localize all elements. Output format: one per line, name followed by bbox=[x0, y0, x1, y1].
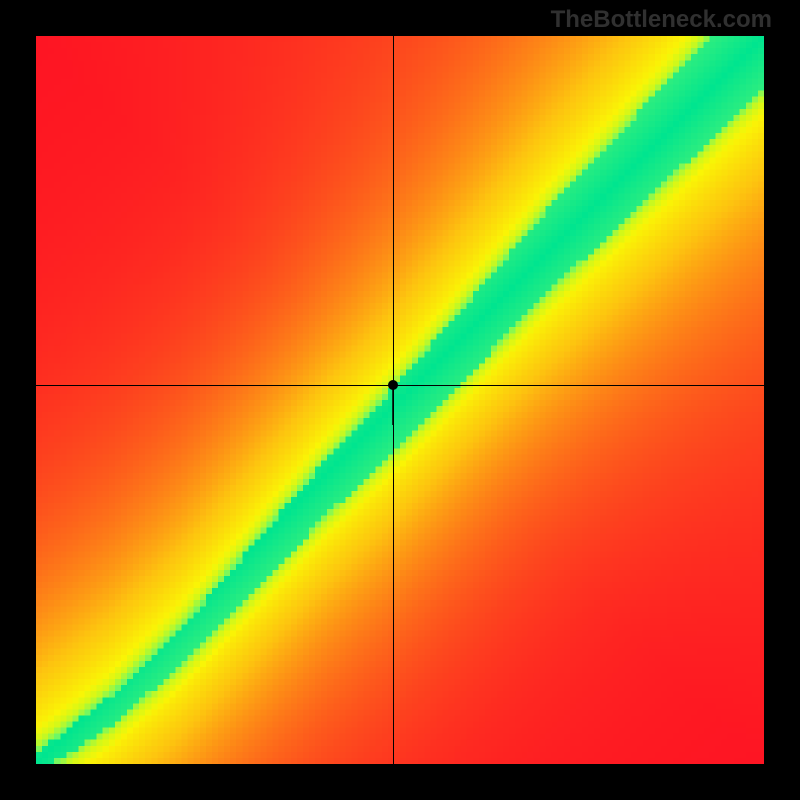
bottleneck-heatmap bbox=[36, 36, 764, 764]
marker-tail bbox=[392, 385, 394, 425]
watermark-text: TheBottleneck.com bbox=[551, 6, 772, 34]
crosshair-marker[interactable] bbox=[388, 380, 398, 390]
plot-area bbox=[36, 36, 764, 764]
crosshair-horizontal bbox=[36, 385, 764, 386]
